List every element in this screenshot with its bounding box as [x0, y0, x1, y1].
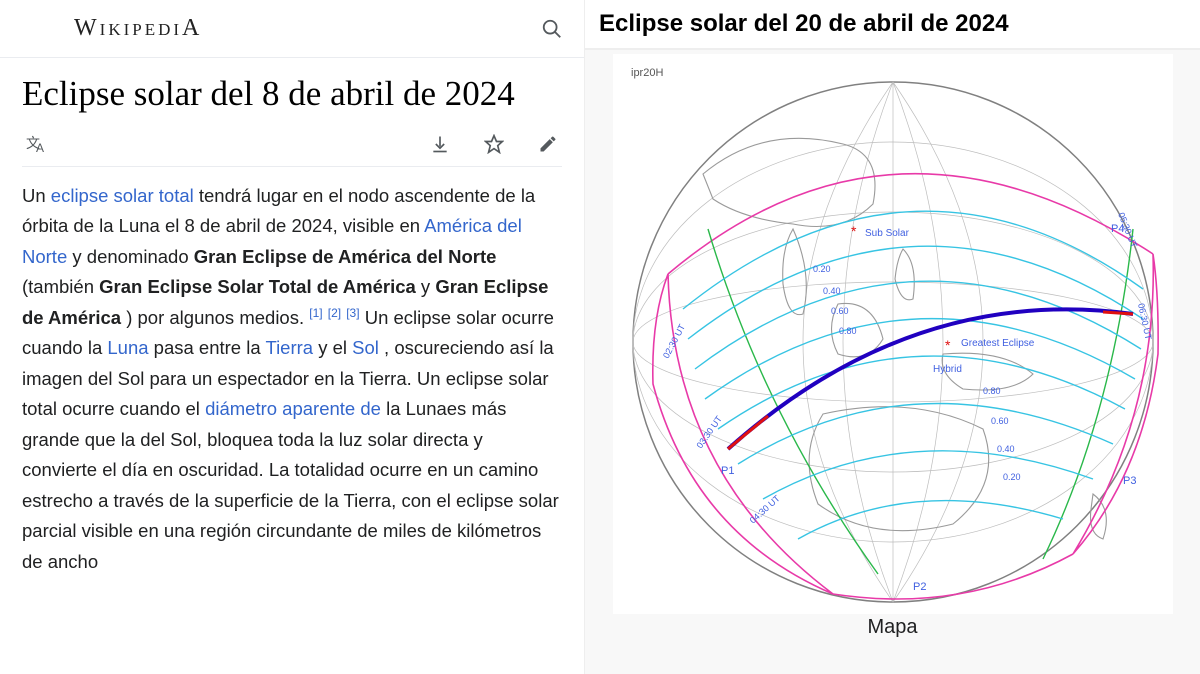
bold-name-1: Gran Eclipse de América del Norte — [194, 246, 497, 267]
svg-text:0.20: 0.20 — [813, 264, 831, 274]
link-sun[interactable]: Sol — [352, 337, 379, 358]
text: y denominado — [67, 246, 194, 267]
eclipse-globe-svg: ipr20H — [613, 54, 1173, 614]
text: y el — [313, 337, 352, 358]
article-paragraph: Un eclipse solar total tendrá lugar en e… — [22, 181, 562, 578]
article-toolbar: 文 A — [22, 126, 562, 167]
wikipedia-logo[interactable]: WikipediA — [64, 15, 520, 42]
map-tag: ipr20H — [631, 67, 663, 79]
svg-text:0.80: 0.80 — [839, 326, 857, 336]
menu-icon[interactable] — [18, 15, 46, 43]
svg-text:0.40: 0.40 — [823, 286, 841, 296]
svg-text:0.60: 0.60 — [831, 306, 849, 316]
wikipedia-header: WikipediA — [0, 0, 584, 58]
link-eclipse-total[interactable]: eclipse solar total — [51, 185, 194, 206]
text: y — [416, 276, 436, 297]
bold-name-2: Gran Eclipse Solar Total de América — [99, 276, 416, 297]
download-icon[interactable] — [426, 130, 454, 158]
eclipse-map-panel: Eclipse solar del 20 de abril de 2024 ip… — [585, 0, 1200, 674]
label-p2: P2 — [913, 581, 926, 593]
label-sub-solar: Sub Solar — [865, 228, 910, 239]
text: la Lunaes más grande que la del Sol, blo… — [22, 398, 559, 572]
label-p1: P1 — [721, 465, 734, 477]
link-moon[interactable]: Luna — [107, 337, 148, 358]
wikipedia-article-panel: WikipediA Eclipse solar del 8 de abril d… — [0, 0, 585, 674]
map-caption: Mapa — [867, 616, 917, 639]
page-title: Eclipse solar del 8 de abril de 2024 — [22, 72, 562, 116]
svg-text:0.40: 0.40 — [997, 444, 1015, 454]
text: Un — [22, 185, 51, 206]
edit-icon[interactable] — [534, 130, 562, 158]
text: pasa entre la — [149, 337, 266, 358]
globe-figure: ipr20H — [613, 54, 1173, 614]
ref-3[interactable]: [3] — [346, 306, 359, 320]
svg-text:0.60: 0.60 — [991, 416, 1009, 426]
ref-1[interactable]: [1] — [309, 306, 322, 320]
svg-text:0.20: 0.20 — [1003, 472, 1021, 482]
right-page-title: Eclipse solar del 20 de abril de 2024 — [585, 0, 1200, 50]
svg-text:*: * — [945, 337, 951, 353]
language-icon[interactable]: 文 A — [22, 130, 50, 158]
star-icon[interactable] — [480, 130, 508, 158]
article-body: Eclipse solar del 8 de abril de 2024 文 A — [0, 58, 584, 577]
label-hybrid: Hybrid — [933, 364, 962, 375]
label-greatest-eclipse: Greatest Eclipse — [961, 338, 1035, 349]
svg-text:A: A — [36, 141, 44, 155]
link-apparent-diameter[interactable]: diámetro aparente de — [205, 398, 381, 419]
text: (también — [22, 276, 99, 297]
text: ) por algunos medios. — [121, 307, 309, 328]
search-icon[interactable] — [538, 15, 566, 43]
link-earth[interactable]: Tierra — [265, 337, 313, 358]
svg-text:*: * — [851, 223, 857, 239]
svg-text:0.80: 0.80 — [983, 386, 1001, 396]
ref-2[interactable]: [2] — [328, 306, 341, 320]
label-p3: P3 — [1123, 475, 1136, 487]
map-container: ipr20H — [585, 50, 1200, 674]
